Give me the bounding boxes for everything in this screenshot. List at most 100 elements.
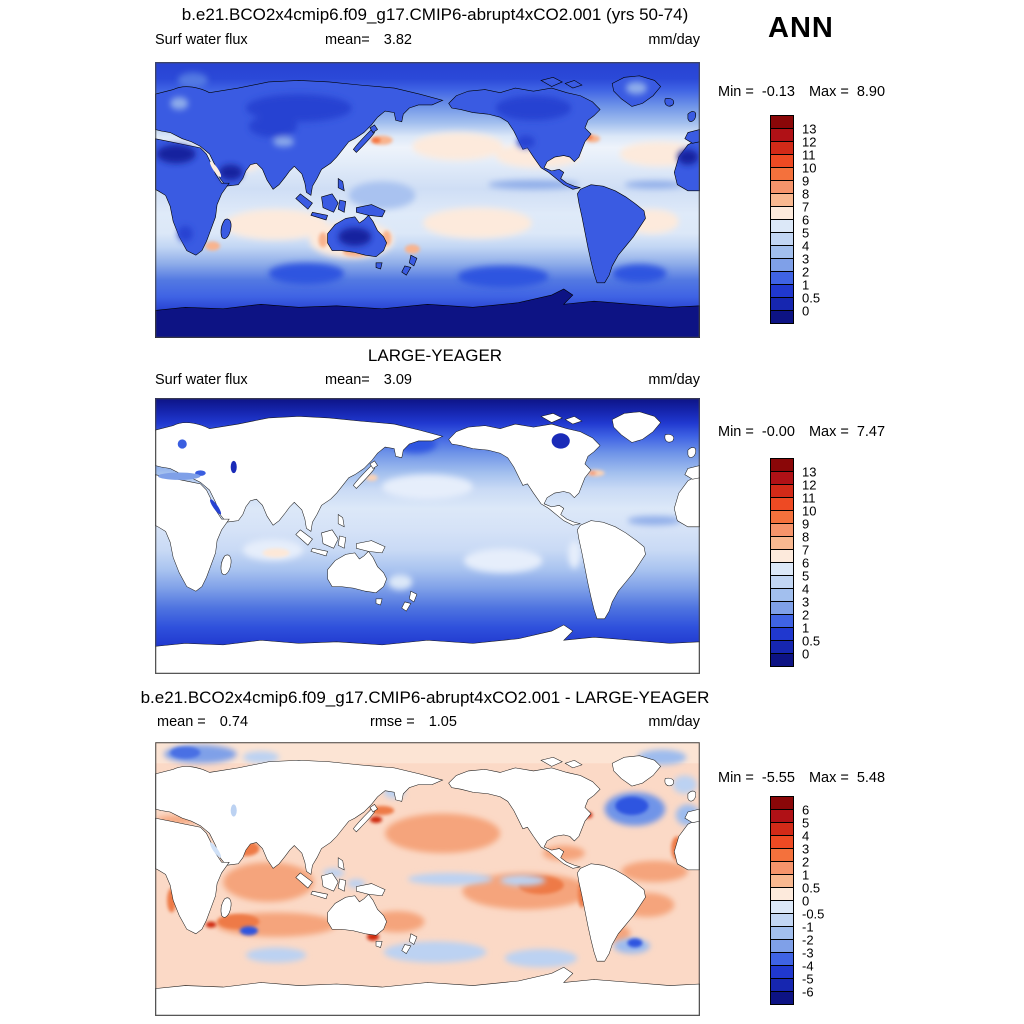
colorbar-cell xyxy=(771,194,793,207)
colorbar-tick: 6 xyxy=(802,212,810,228)
colorbar-tick: 0 xyxy=(802,646,810,662)
panel1-minmax: Min = -0.13 Max = 8.90 xyxy=(718,84,899,100)
colorbar-tick: 0.5 xyxy=(802,633,821,649)
colorbar-cell xyxy=(771,940,793,953)
colorbar-cell xyxy=(771,615,793,628)
colorbar-cell xyxy=(771,259,793,272)
panel3-mean-label: mean = xyxy=(157,714,206,730)
colorbar-cell xyxy=(771,602,793,615)
colorbar-cell xyxy=(771,168,793,181)
colorbar-tick: 12 xyxy=(802,477,817,493)
panel2-mean-label: mean= xyxy=(325,372,370,388)
colorbar-tick: 0 xyxy=(802,303,810,319)
panel2-min-label: Min = xyxy=(718,424,754,440)
panel3-mean: mean = 0.74 xyxy=(157,714,248,730)
panel1-mean-value: 3.82 xyxy=(383,32,412,48)
colorbar-tick: 3 xyxy=(802,251,810,267)
panel3-title: b.e21.BCO2x4cmip6.f09_g17.CMIP6-abrupt4x… xyxy=(140,688,710,707)
colorbar-tick: 5 xyxy=(802,225,810,241)
panel3-min-label: Min = xyxy=(718,770,754,786)
map-model xyxy=(155,62,700,338)
panel2-max-label: Max = xyxy=(808,424,849,440)
panel3-minmax: Min = -5.55 Max = 5.48 xyxy=(718,770,899,786)
panel2-mean: mean= 3.09 xyxy=(325,372,412,388)
panel3-rmse-label: rmse = xyxy=(370,714,415,730)
colorbar-tick: 9 xyxy=(802,173,810,189)
colorbar-tick: 8 xyxy=(802,186,810,202)
colorbar-cell xyxy=(771,155,793,168)
colorbar-tick: -3 xyxy=(802,945,814,961)
panel3-max-value: 5.48 xyxy=(856,770,886,786)
panel1-max-value: 8.90 xyxy=(856,84,886,100)
panel1-min-value: -0.13 xyxy=(761,84,795,100)
colorbar-tick: 6 xyxy=(802,555,810,571)
colorbar-cell xyxy=(771,550,793,563)
colorbar-tick: 5 xyxy=(802,568,810,584)
colorbar-tick: -6 xyxy=(802,984,814,1000)
panel1-units: mm/day xyxy=(648,32,700,48)
colorbar-tick: -1 xyxy=(802,919,814,935)
colorbar-tick: 11 xyxy=(802,147,816,163)
colorbar-diff: 6 5 4 3 2 1 0.5 0 -0.5 -1 -2 -3 -4 -5 -6 xyxy=(770,796,850,1008)
colorbar-cell xyxy=(771,537,793,550)
colorbar-cell xyxy=(771,498,793,511)
colorbar-tick: 0.5 xyxy=(802,290,821,306)
colorbar-tick: 7 xyxy=(802,199,810,215)
colorbar-tick: -0.5 xyxy=(802,906,825,922)
colorbar-cell xyxy=(771,472,793,485)
colorbar-tick: 4 xyxy=(802,581,810,597)
panel1-mean-label: mean= xyxy=(325,32,370,48)
colorbar-tick: 4 xyxy=(802,238,810,254)
panel1-min-label: Min = xyxy=(718,84,754,100)
colorbar-cells xyxy=(770,796,794,1005)
colorbar-cell xyxy=(771,272,793,285)
colorbar-cell xyxy=(771,849,793,862)
colorbar-cell xyxy=(771,311,793,323)
panel2-field-label: Surf water flux xyxy=(155,372,248,388)
colorbar-tick: 0.5 xyxy=(802,880,821,896)
panel2-title: LARGE-YEAGER xyxy=(367,346,503,365)
colorbar-cell xyxy=(771,654,793,666)
colorbar-cell xyxy=(771,628,793,641)
colorbar-tick: 4 xyxy=(802,828,810,844)
colorbar-cell xyxy=(771,511,793,524)
colorbar-cell xyxy=(771,875,793,888)
season-label: ANN xyxy=(768,12,834,44)
map-obs xyxy=(155,398,700,674)
colorbar-cells xyxy=(770,115,794,324)
colorbar-tick: 1 xyxy=(802,620,810,636)
colorbar-cell xyxy=(771,576,793,589)
panel3-max-label: Max = xyxy=(808,770,849,786)
colorbar-cell xyxy=(771,953,793,966)
colorbar-cell xyxy=(771,836,793,849)
colorbar-cell xyxy=(771,116,793,129)
colorbar-model: 13 12 11 10 9 8 7 6 5 4 3 2 1 0.5 0 xyxy=(770,115,850,327)
panel3-rmse: rmse = 1.05 xyxy=(370,714,457,730)
panel2-max-value: 7.47 xyxy=(856,424,886,440)
colorbar-cell xyxy=(771,246,793,259)
colorbar-cell xyxy=(771,927,793,940)
panel1-mean: mean= 3.82 xyxy=(325,32,412,48)
panel1-title: b.e21.BCO2x4cmip6.f09_g17.CMIP6-abrupt4x… xyxy=(181,5,689,24)
colorbar-cell xyxy=(771,485,793,498)
colorbar-tick: 12 xyxy=(802,134,817,150)
colorbar-cell xyxy=(771,233,793,246)
panel2-minmax: Min = -0.00 Max = 7.47 xyxy=(718,424,899,440)
colorbar-cell xyxy=(771,524,793,537)
colorbar-obs: 13 12 11 10 9 8 7 6 5 4 3 2 1 0.5 0 xyxy=(770,458,850,670)
colorbar-tick: 7 xyxy=(802,542,810,558)
colorbar-labels: 13 12 11 10 9 8 7 6 5 4 3 2 1 0.5 0 xyxy=(802,116,846,326)
colorbar-tick: 9 xyxy=(802,516,810,532)
colorbar-cell xyxy=(771,888,793,901)
colorbar-tick: -5 xyxy=(802,971,814,987)
colorbar-labels: 13 12 11 10 9 8 7 6 5 4 3 2 1 0.5 0 xyxy=(802,459,846,669)
colorbar-tick: 2 xyxy=(802,854,810,870)
colorbar-tick: 13 xyxy=(802,464,817,480)
panel3-min-value: -5.55 xyxy=(761,770,795,786)
colorbar-tick: 0 xyxy=(802,893,810,909)
colorbar-cell xyxy=(771,589,793,602)
colorbar-tick: -4 xyxy=(802,958,814,974)
colorbar-tick: 3 xyxy=(802,841,810,857)
colorbar-cell xyxy=(771,641,793,654)
